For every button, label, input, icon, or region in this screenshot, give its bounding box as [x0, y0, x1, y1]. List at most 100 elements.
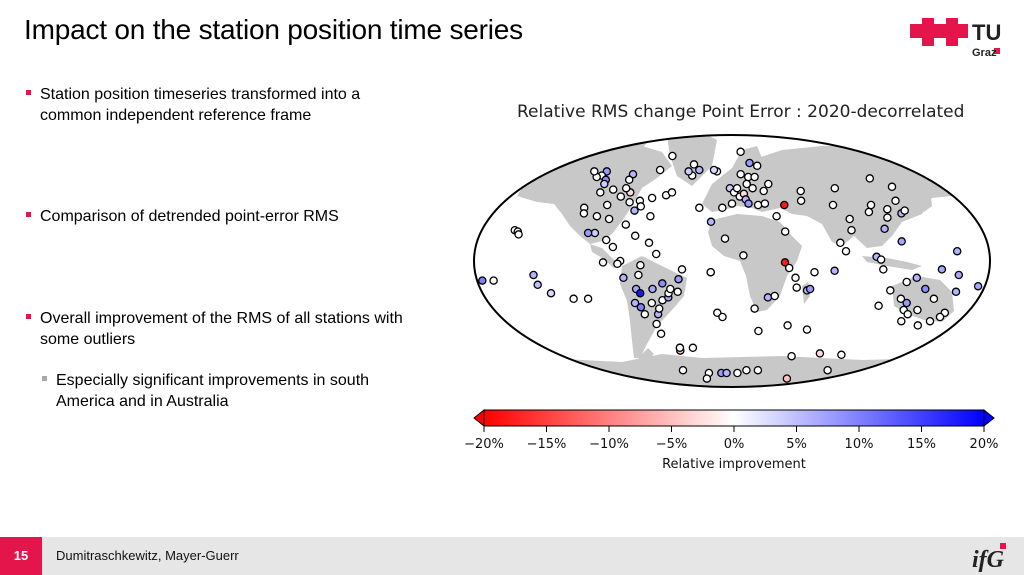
- station-marker: [635, 288, 645, 298]
- station-marker: [876, 255, 886, 264]
- station-marker: [828, 200, 838, 210]
- station-marker: [727, 199, 737, 208]
- station-marker: [718, 312, 727, 322]
- new-zealand: [967, 314, 976, 338]
- bullet-item: Station position timeseries transformed …: [26, 84, 406, 126]
- map-outline: [473, 134, 991, 388]
- station-marker: [784, 263, 794, 273]
- station-marker: [648, 284, 657, 294]
- station-marker: [897, 316, 906, 326]
- station-marker: [709, 165, 719, 175]
- station-marker: [675, 343, 685, 353]
- station-marker: [625, 197, 634, 207]
- station-marker: [613, 259, 622, 269]
- station-marker: [733, 368, 742, 378]
- station-marker: [706, 217, 716, 227]
- bullet-text: Station position timeseries transformed …: [40, 86, 361, 124]
- station-marker: [684, 167, 693, 176]
- station-marker: [837, 350, 846, 360]
- station-marker: [621, 220, 631, 229]
- station-marker: [792, 283, 801, 292]
- station-marker: [489, 276, 498, 285]
- station-marker: [590, 228, 600, 238]
- station-marker: [616, 192, 626, 201]
- station-marker: [647, 193, 657, 203]
- station-marker: [780, 258, 790, 267]
- station-marker: [883, 204, 892, 214]
- station-marker: [973, 281, 983, 291]
- station-marker: [647, 298, 657, 308]
- colorbar-tick-label: 5%: [786, 437, 807, 452]
- station-marker: [754, 326, 763, 336]
- colorbar-left-arrow: [473, 408, 485, 428]
- station-map-figure: Relative RMS change Point Error : 2020-d…: [462, 96, 1002, 476]
- station-marker: [590, 167, 599, 176]
- eurasia: [702, 146, 962, 248]
- slide-title: Impact on the station position time seri…: [24, 14, 523, 45]
- colorbar-gradient: [483, 409, 985, 427]
- station-marker: [900, 206, 909, 215]
- station-marker: [830, 266, 839, 276]
- colorbar-tick-label: 20%: [970, 437, 999, 452]
- station-marker: [718, 203, 727, 213]
- station-marker: [891, 196, 900, 206]
- station-marker: [478, 276, 487, 285]
- station-marker: [864, 207, 874, 217]
- station-marker: [644, 238, 654, 248]
- station-marker: [630, 231, 640, 241]
- sub-bullet-item: Especially significant improvements in s…: [26, 370, 406, 412]
- station-marker: [787, 351, 796, 361]
- station-marker: [783, 321, 792, 330]
- colorbar-tick-label: 15%: [907, 437, 936, 452]
- station-marker: [619, 273, 628, 283]
- station-marker: [902, 298, 911, 308]
- station-marker: [601, 235, 611, 245]
- colorbar-label: Relative improvement: [662, 457, 806, 472]
- station-marker: [656, 329, 666, 339]
- station-marker: [912, 273, 922, 283]
- station-marker: [836, 238, 845, 248]
- station-marker: [954, 270, 964, 280]
- colorbar-right-arrow: [983, 408, 995, 428]
- colorbar-tick-label: −5%: [656, 437, 688, 452]
- station-marker: [695, 165, 704, 175]
- station-marker: [887, 182, 897, 192]
- station-marker: [810, 267, 819, 277]
- station-marker: [921, 284, 930, 294]
- africa: [708, 214, 802, 312]
- uk: [718, 174, 728, 190]
- bullet-marker: [26, 314, 31, 319]
- station-marker: [608, 185, 618, 194]
- station-marker: [796, 186, 805, 196]
- sub-bullet-marker: [42, 376, 47, 381]
- station-marker: [583, 228, 593, 238]
- station-marker: [742, 365, 751, 375]
- station-marker: [752, 161, 762, 171]
- bullet-item: Comparison of detrended point-error RMS: [26, 206, 406, 227]
- footer-bar: 15 Dumitraschkewitz, Mayer-Guerr ifG: [0, 537, 1024, 575]
- station-marker: [782, 374, 792, 383]
- station-marker: [628, 169, 638, 179]
- greenland: [667, 135, 717, 186]
- station-marker: [666, 284, 675, 294]
- station-marker: [533, 280, 542, 290]
- station-marker: [514, 230, 523, 239]
- sub-bullet-text: Especially significant improvements in s…: [56, 372, 370, 410]
- station-marker: [896, 294, 906, 304]
- station-marker: [759, 186, 768, 196]
- station-marker: [830, 183, 840, 193]
- colorbar-tick-label: 10%: [845, 437, 874, 452]
- station-marker: [621, 183, 631, 193]
- station-marker: [732, 183, 742, 193]
- station-marker: [886, 286, 895, 295]
- station-marker: [706, 267, 715, 277]
- station-marker: [546, 288, 556, 298]
- station-marker: [937, 265, 947, 274]
- station-marker: [722, 368, 731, 378]
- station-marker: [598, 258, 608, 267]
- tu-logo-text: TU: [972, 20, 1001, 45]
- station-marker: [630, 206, 639, 215]
- station-marker: [654, 304, 664, 313]
- station-marker: [569, 294, 578, 304]
- station-marker: [674, 274, 683, 284]
